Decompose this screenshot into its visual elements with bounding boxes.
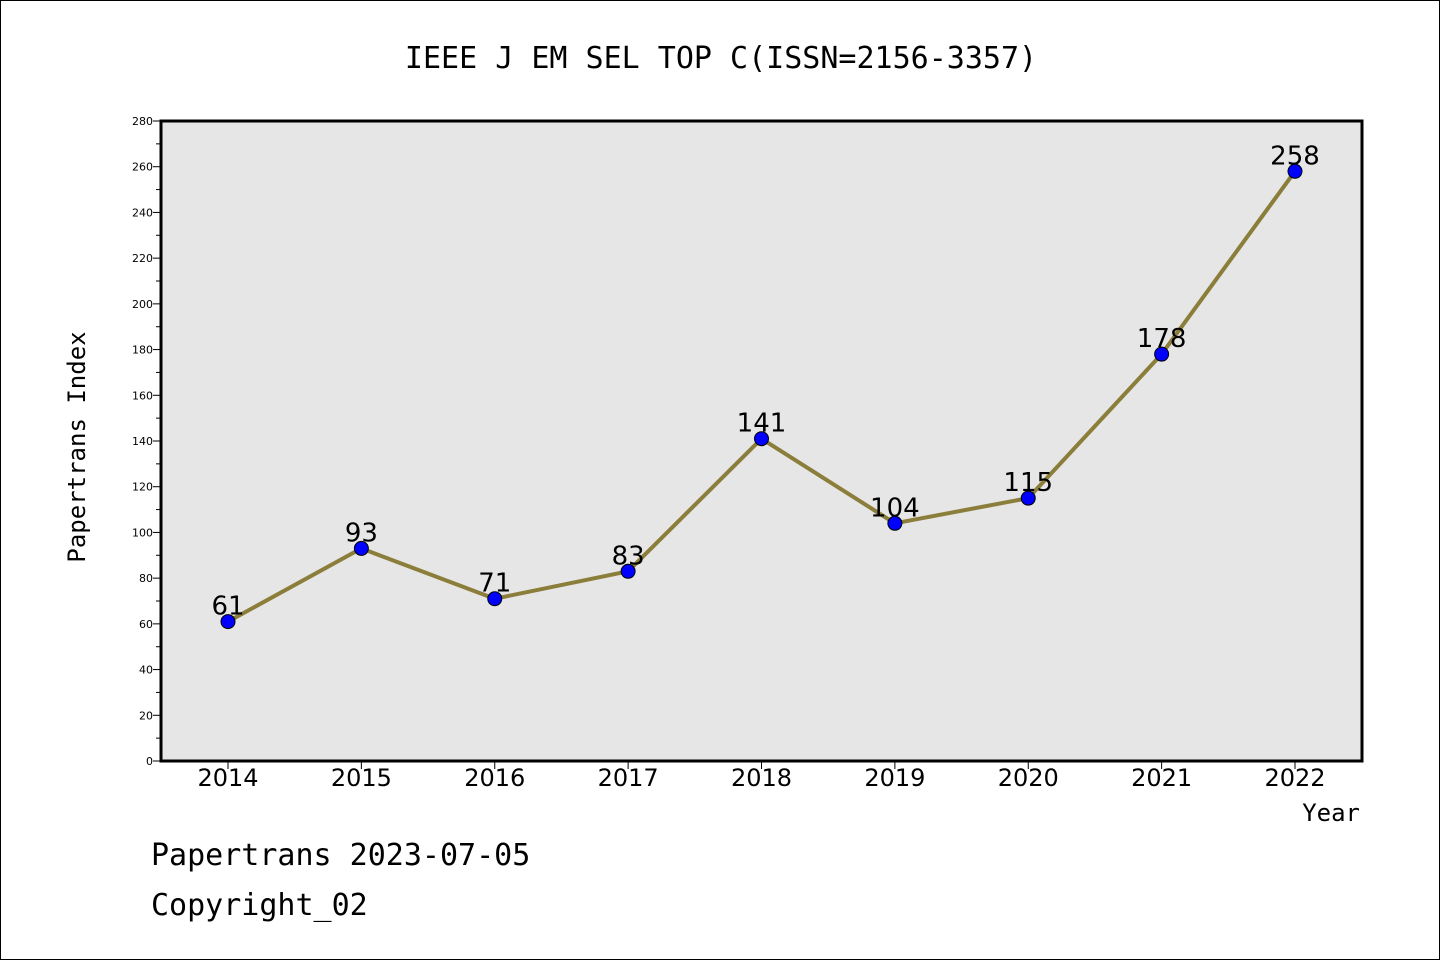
y-tick-label: 140 [132,435,153,448]
data-label: 115 [1003,468,1053,498]
data-label: 71 [478,569,511,599]
x-tick-label: 2020 [998,764,1059,792]
data-point-marker [220,614,236,630]
data-label: 258 [1270,141,1320,171]
y-tick-label: 160 [132,389,153,402]
x-tick-label: 2016 [464,764,525,792]
y-tick-label: 260 [132,161,153,174]
data-point-marker [1020,490,1036,506]
y-tick-label: 100 [132,526,153,539]
y-tick-label: 200 [132,298,153,311]
x-tick-label: 2015 [331,764,392,792]
x-axis: 2014 2015 2016 2017 2018 2019 2020 2021 2022 [197,761,1326,792]
x-tick-label: 2021 [1131,764,1192,792]
footer-date: Papertrans 2023-07-05 [151,838,530,873]
x-tick-label: 2014 [197,764,258,792]
y-axis: 0 20 40 60 80 100 120 140 160 180 200 220 240 260 280 [132,115,161,768]
data-point-marker [754,431,769,447]
chart-title: IEEE J EM SEL TOP C(ISSN=2156-3357) [405,41,1037,76]
y-tick-label: 0 [146,755,153,768]
series-group: 61 93 71 83 141 104 115 178 258 [211,141,1320,630]
x-tick-label: 2022 [1264,764,1325,792]
x-tick-label: 2019 [864,764,925,792]
data-label: 141 [737,409,787,439]
data-label: 93 [345,518,378,548]
x-tick-label: 2017 [598,764,659,792]
y-tick-label: 240 [132,206,153,219]
data-point-marker [487,591,503,607]
y-tick-label: 120 [132,481,153,494]
y-tick-label: 20 [139,709,153,722]
x-tick-label: 2018 [731,764,792,792]
data-label: 178 [1137,324,1187,354]
data-point-marker [1154,346,1170,362]
footer-copyright: Copyright_02 [151,888,368,923]
data-point-marker [887,515,903,531]
data-label: 104 [870,493,920,523]
data-point-marker [1287,163,1303,179]
y-tick-label: 40 [139,664,153,677]
data-label: 83 [612,541,645,571]
y-tick-label: 220 [132,252,153,265]
y-tick-label: 180 [132,344,153,357]
data-point-marker [353,540,369,556]
data-label: 61 [211,592,244,622]
y-tick-label: 280 [132,115,153,128]
data-point-marker [620,563,636,579]
y-tick-label: 80 [139,572,153,585]
y-tick-label: 60 [139,618,153,631]
y-axis-label: Papertrans Index [63,331,91,562]
x-axis-label: Year [1302,799,1360,827]
